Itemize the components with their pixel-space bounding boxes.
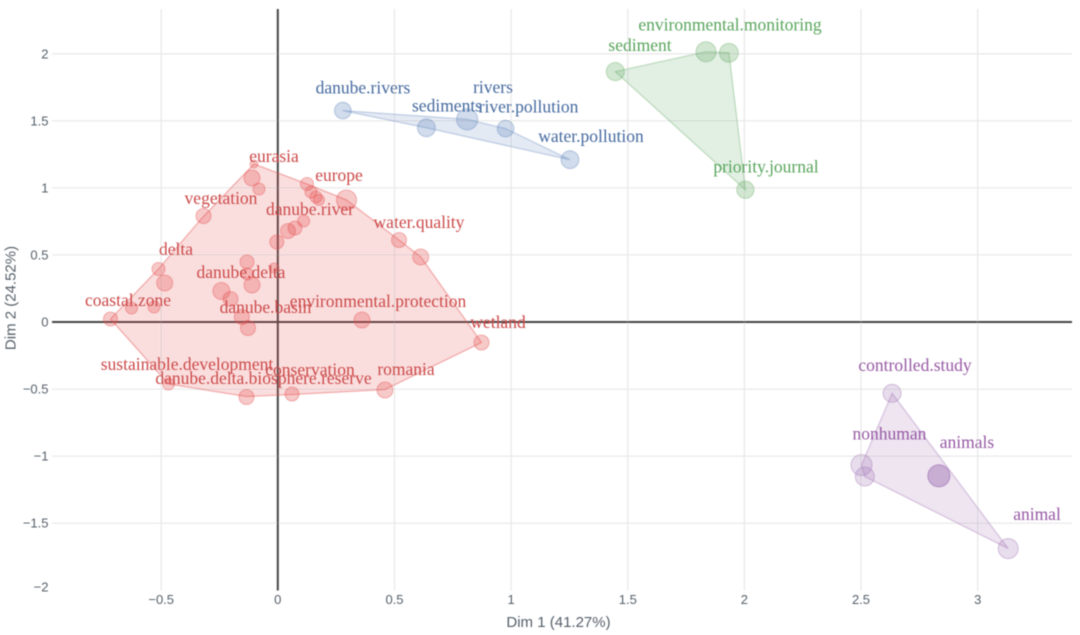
svg-text:coastal.zone: coastal.zone <box>85 290 171 310</box>
svg-text:2: 2 <box>741 592 748 607</box>
svg-text:danube.delta: danube.delta <box>197 262 286 282</box>
svg-text:environmental.protection: environmental.protection <box>290 291 467 311</box>
svg-text:delta: delta <box>159 239 193 259</box>
svg-text:controlled.study: controlled.study <box>858 355 971 375</box>
svg-text:conservation: conservation <box>265 360 355 380</box>
svg-text:danube.rivers: danube.rivers <box>316 78 411 98</box>
svg-text:1: 1 <box>507 592 514 607</box>
svg-text:romania: romania <box>377 359 435 379</box>
svg-text:−0.5: −0.5 <box>23 382 49 397</box>
svg-text:0.5: 0.5 <box>385 592 403 607</box>
svg-text:1.5: 1.5 <box>30 113 48 128</box>
svg-text:sediment: sediment <box>608 35 671 55</box>
svg-text:wetland: wetland <box>470 312 526 332</box>
svg-text:environmental.monitoring: environmental.monitoring <box>638 15 821 35</box>
svg-text:−1: −1 <box>34 449 49 464</box>
svg-text:−1.5: −1.5 <box>23 516 49 531</box>
svg-text:danube.delta.biosphere.reserve: danube.delta.biosphere.reserve <box>155 368 371 388</box>
svg-text:water.quality: water.quality <box>374 212 465 232</box>
svg-text:animals: animals <box>940 432 995 452</box>
svg-text:1.5: 1.5 <box>619 592 637 607</box>
svg-text:animal: animal <box>1013 504 1061 524</box>
svg-text:vegetation: vegetation <box>185 188 258 208</box>
svg-text:sediments: sediments <box>412 96 482 116</box>
svg-text:river.pollution: river.pollution <box>479 97 579 117</box>
svg-text:eurasia: eurasia <box>249 146 299 166</box>
svg-text:0.5: 0.5 <box>30 247 48 262</box>
svg-text:Dim 2 (24.52%): Dim 2 (24.52%) <box>3 246 20 350</box>
svg-text:sustainable.development: sustainable.development <box>101 354 274 374</box>
svg-text:danube.river: danube.river <box>266 199 354 219</box>
svg-text:1: 1 <box>41 180 48 195</box>
svg-text:danube.basin: danube.basin <box>220 297 312 317</box>
svg-text:3: 3 <box>974 592 981 607</box>
svg-text:rivers: rivers <box>473 77 513 97</box>
svg-text:−2: −2 <box>34 580 49 595</box>
svg-text:water.pollution: water.pollution <box>538 126 644 146</box>
svg-text:Dim 1 (41.27%): Dim 1 (41.27%) <box>506 614 610 631</box>
svg-text:−0.5: −0.5 <box>148 592 174 607</box>
svg-text:0: 0 <box>41 315 48 330</box>
svg-text:2: 2 <box>41 46 48 61</box>
svg-text:europe: europe <box>315 165 363 185</box>
svg-text:0: 0 <box>274 592 281 607</box>
svg-text:priority.journal: priority.journal <box>713 157 818 177</box>
svg-text:nonhuman: nonhuman <box>853 424 927 444</box>
svg-text:2.5: 2.5 <box>852 592 870 607</box>
